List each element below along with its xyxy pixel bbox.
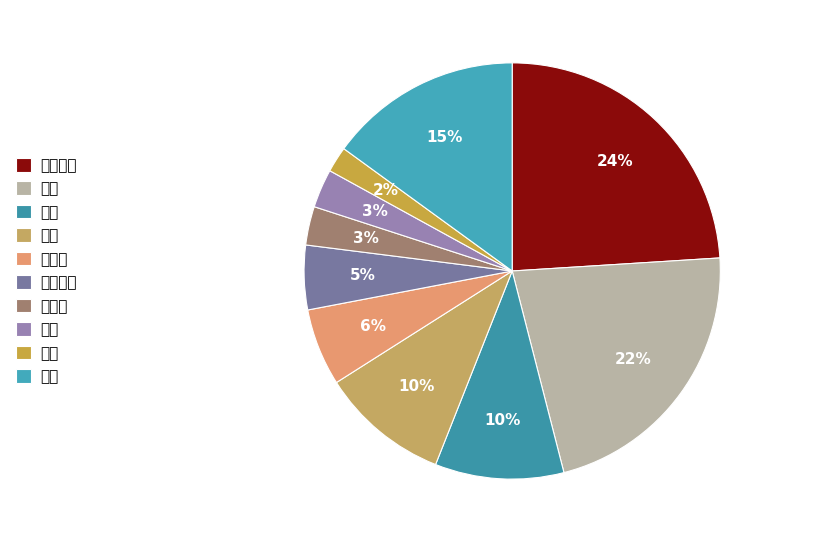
Text: 5%: 5% — [350, 268, 376, 283]
Text: 22%: 22% — [615, 352, 652, 366]
Wedge shape — [512, 258, 720, 473]
Wedge shape — [315, 171, 512, 271]
Wedge shape — [436, 271, 564, 479]
Text: 10%: 10% — [398, 379, 435, 394]
Legend: 中国大陆, 欧盟, 日本, 韩国, 土耳其, 中国台湾, 摩洛哥, 印度, 巴西, 其他: 中国大陆, 欧盟, 日本, 韩国, 土耳其, 中国台湾, 摩洛哥, 印度, 巴西… — [10, 152, 83, 390]
Text: 3%: 3% — [362, 204, 388, 219]
Text: 10%: 10% — [485, 413, 521, 428]
Text: 3%: 3% — [353, 231, 379, 246]
Text: 15%: 15% — [426, 130, 463, 145]
Text: 6%: 6% — [360, 319, 386, 334]
Text: 2%: 2% — [372, 183, 398, 198]
Wedge shape — [304, 245, 512, 310]
Wedge shape — [344, 63, 512, 271]
Wedge shape — [330, 149, 512, 271]
Text: 24%: 24% — [597, 154, 633, 169]
Wedge shape — [512, 63, 720, 271]
Wedge shape — [337, 271, 512, 464]
Wedge shape — [308, 271, 512, 383]
Wedge shape — [306, 207, 512, 271]
